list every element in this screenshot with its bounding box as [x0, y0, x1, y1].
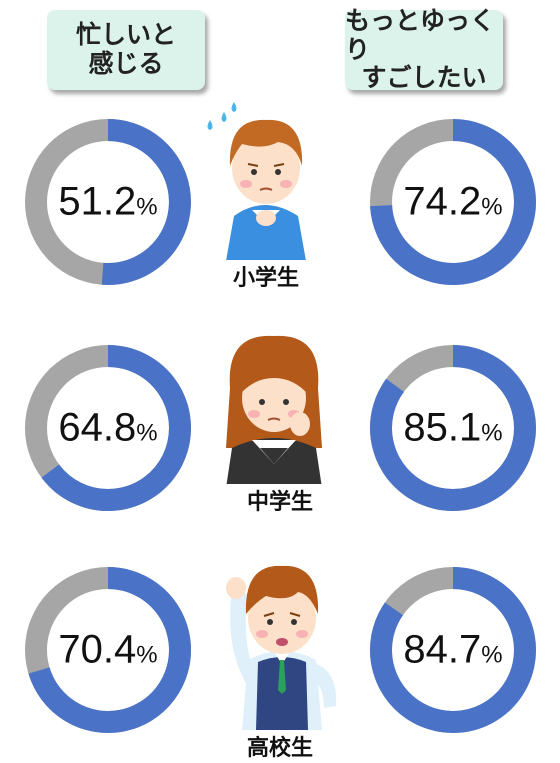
value-number: 64.8	[58, 405, 137, 450]
donut-busy-elementary: 51.2%	[24, 118, 192, 286]
value-number: 51.2	[58, 179, 137, 224]
header-slow-line1: もっとゆっくり	[345, 5, 496, 64]
donut-value-label: 64.8%	[24, 406, 192, 451]
header-busy-line2: 感じる	[88, 49, 164, 78]
donut-value-label: 70.4%	[24, 628, 192, 673]
donut-busy-junior-high: 64.8%	[24, 344, 192, 512]
donut-value-arc	[370, 119, 536, 285]
donut-value-arc	[370, 567, 536, 733]
donut-value-label: 85.1%	[369, 406, 537, 451]
donut-value-arc	[28, 567, 191, 733]
header-busy: 忙しいと 感じる	[47, 10, 205, 90]
percent-sign: %	[136, 193, 158, 221]
header-slow-down: もっとゆっくり すごしたい	[345, 5, 503, 93]
donut-busy-high: 70.4%	[24, 566, 192, 734]
value-number: 84.7	[403, 627, 482, 672]
percent-sign: %	[481, 641, 503, 669]
sweat-drops-icon	[207, 102, 237, 130]
percent-sign: %	[481, 419, 503, 447]
grade-label-elementary: 小学生	[206, 260, 326, 292]
grade-label-junior-high: 中学生	[220, 484, 340, 516]
header-busy-line1: 忙しいと	[75, 20, 176, 50]
donut-value-arc	[370, 345, 536, 511]
percent-sign: %	[136, 419, 158, 447]
percent-sign: %	[481, 193, 503, 221]
donut-slow-elementary: 74.2%	[369, 118, 537, 286]
grade-label-high-school: 高校生	[220, 730, 340, 762]
donut-slow-high: 84.7%	[369, 566, 537, 734]
value-number: 85.1	[403, 405, 482, 450]
high-school-boy-illustration	[212, 548, 352, 730]
donut-value-label: 51.2%	[24, 180, 192, 225]
elementary-boy-illustration	[196, 98, 336, 263]
donut-value-arc	[101, 119, 191, 285]
donut-value-label: 74.2%	[369, 180, 537, 225]
donut-slow-junior-high: 85.1%	[369, 344, 537, 512]
value-number: 74.2	[403, 179, 482, 224]
header-slow-line2: すごしたい	[361, 63, 487, 93]
percent-sign: %	[136, 641, 158, 669]
junior-high-girl-illustration	[204, 328, 344, 488]
value-number: 70.4	[58, 627, 137, 672]
donut-value-label: 84.7%	[369, 628, 537, 673]
donut-value-arc	[41, 345, 191, 511]
